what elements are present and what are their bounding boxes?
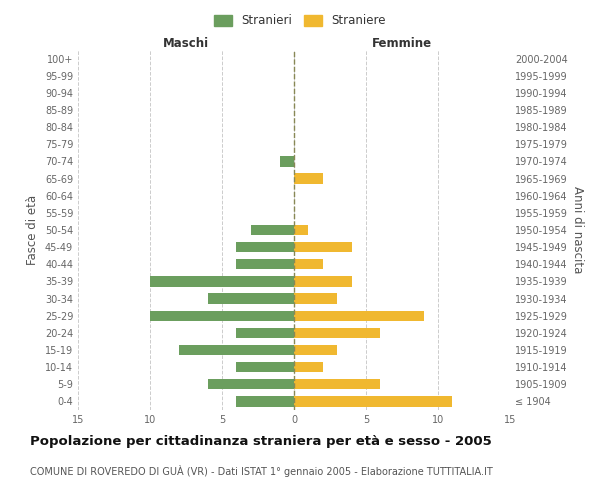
Bar xyxy=(236,362,294,372)
Bar xyxy=(294,259,323,270)
Bar xyxy=(294,328,380,338)
Bar xyxy=(208,379,294,390)
Bar xyxy=(294,225,308,235)
Y-axis label: Fasce di età: Fasce di età xyxy=(26,195,39,265)
Bar xyxy=(236,328,294,338)
Bar xyxy=(150,276,294,286)
Bar xyxy=(294,379,380,390)
Bar xyxy=(294,276,352,286)
Bar xyxy=(294,174,323,184)
Bar xyxy=(294,345,337,355)
Text: Femmine: Femmine xyxy=(372,37,432,50)
Bar xyxy=(179,345,294,355)
Bar xyxy=(236,242,294,252)
Bar xyxy=(294,362,323,372)
Legend: Stranieri, Straniere: Stranieri, Straniere xyxy=(211,11,389,31)
Bar xyxy=(294,242,352,252)
Bar xyxy=(280,156,294,166)
Bar xyxy=(294,294,337,304)
Text: COMUNE DI ROVEREDO DI GUÀ (VR) - Dati ISTAT 1° gennaio 2005 - Elaborazione TUTTI: COMUNE DI ROVEREDO DI GUÀ (VR) - Dati IS… xyxy=(30,465,493,477)
Bar xyxy=(294,310,424,321)
Text: Maschi: Maschi xyxy=(163,37,209,50)
Bar xyxy=(251,225,294,235)
Y-axis label: Anni di nascita: Anni di nascita xyxy=(571,186,584,274)
Text: Popolazione per cittadinanza straniera per età e sesso - 2005: Popolazione per cittadinanza straniera p… xyxy=(30,435,492,448)
Bar xyxy=(236,396,294,406)
Bar xyxy=(236,259,294,270)
Bar xyxy=(150,310,294,321)
Bar xyxy=(208,294,294,304)
Bar xyxy=(294,396,452,406)
